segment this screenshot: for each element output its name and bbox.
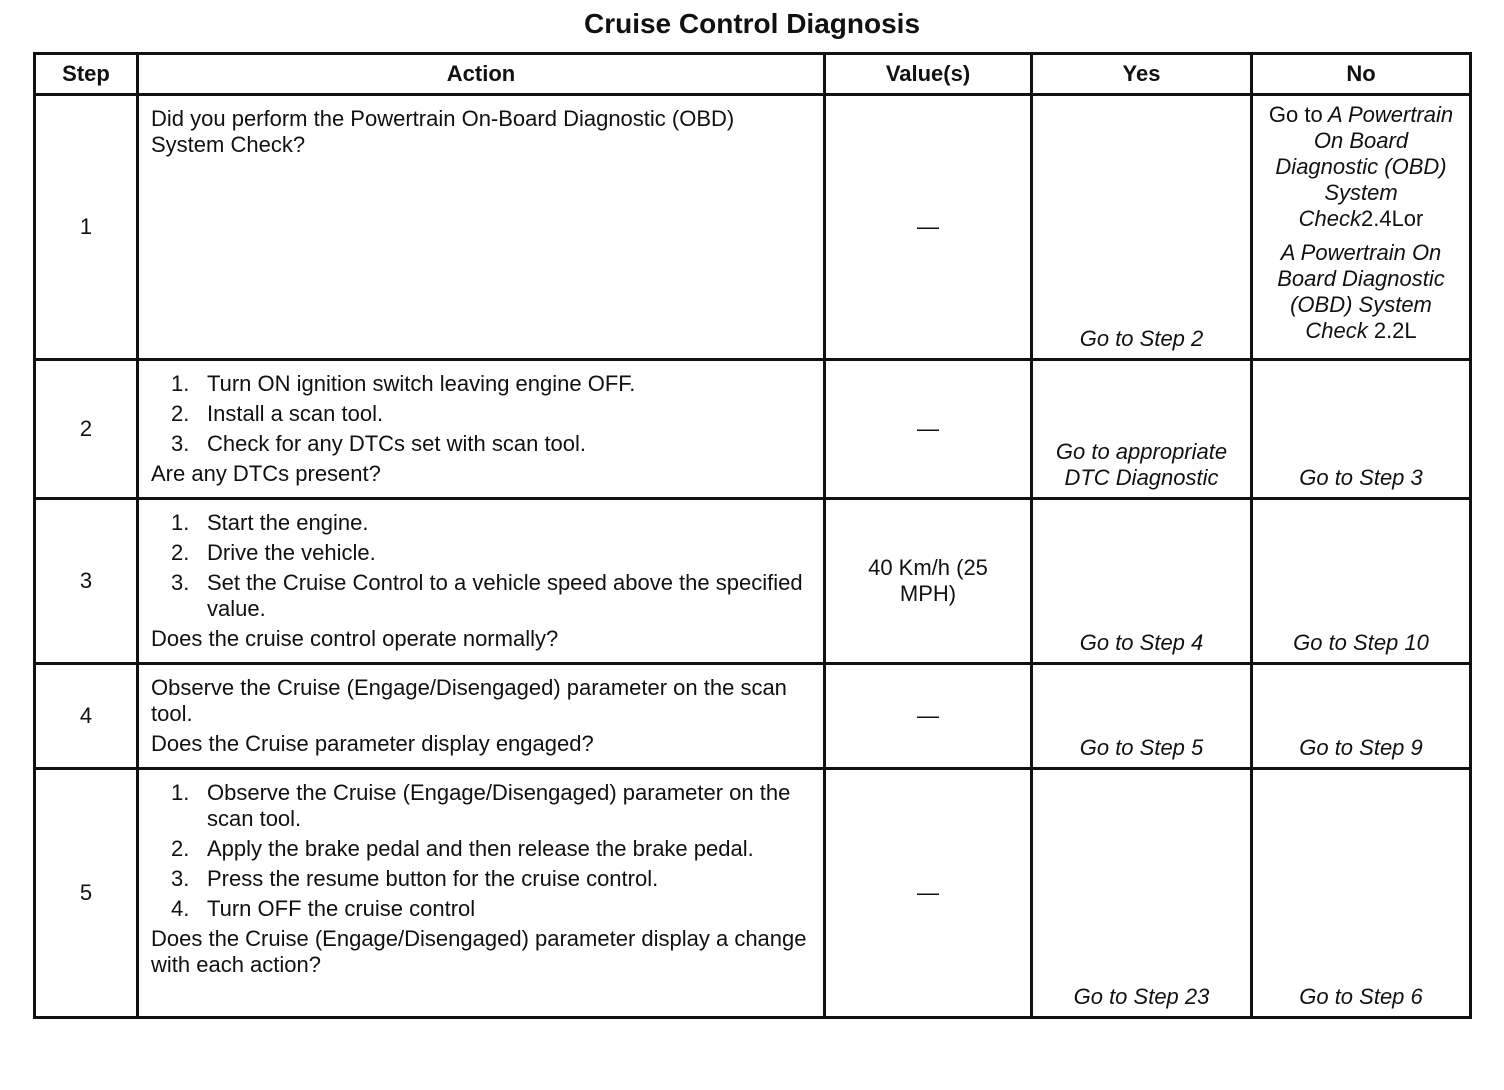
value-cell: —	[823, 662, 1033, 770]
step-cell: 3	[33, 497, 139, 665]
value-cell: —	[823, 93, 1033, 361]
action-text: Did you perform the Powertrain On-Board …	[151, 106, 735, 157]
table-row: 3 1. Start the engine. 2. Drive the vehicle.…	[33, 497, 1472, 665]
step-cell: 2	[33, 358, 139, 500]
action-item: 3. Check for any DTCs set with scan tool.	[171, 431, 811, 457]
action-question: Does the Cruise (Engage/Disengaged) para…	[151, 926, 807, 977]
column-header: No	[1250, 52, 1472, 96]
action-item: 1. Turn ON ignition switch leaving engine…	[171, 371, 811, 397]
action-item: 2. Install a scan tool.	[171, 401, 811, 427]
no-link-block: A Powertrain On Board Diagnostic (OBD) S…	[1265, 240, 1457, 344]
item-number: 2.	[171, 540, 190, 565]
item-text: Set the Cruise Control to a vehicle spee…	[207, 570, 803, 621]
table-row: 2 1. Turn ON ignition switch leaving engin…	[33, 358, 1472, 500]
item-text: Drive the vehicle.	[207, 540, 376, 565]
item-number: 3.	[171, 431, 190, 456]
yes-cell: Go to Step 2	[1030, 93, 1253, 361]
column-header: Step	[33, 52, 139, 96]
item-number: 1.	[171, 780, 190, 805]
item-text: Press the resume button for the cruise c…	[207, 866, 659, 891]
item-number: 1.	[171, 371, 190, 396]
action-item: 4. Turn OFF the cruise control	[171, 896, 811, 922]
action-question: Does the Cruise parameter display engage…	[151, 731, 594, 756]
value-cell: —	[823, 358, 1033, 500]
item-text: Turn OFF the cruise control	[207, 896, 476, 921]
action-cell: 1. Turn ON ignition switch leaving engine…	[136, 358, 826, 500]
table-body: 1 Did you perform the Powertrain On-Board…	[33, 93, 1472, 1019]
item-text: Install a scan tool.	[207, 401, 384, 426]
item-text: Turn ON ignition switch leaving engine O…	[207, 371, 636, 396]
action-question: Are any DTCs present?	[151, 461, 381, 486]
item-text: Start the engine.	[207, 510, 369, 535]
column-header: Value(s)	[823, 52, 1033, 96]
item-number: 2.	[171, 836, 190, 861]
no-link-title: A Powertrain On Board Diagnostic (OBD) S…	[1277, 240, 1445, 343]
step-cell: 1	[33, 93, 139, 361]
yes-cell: Go to Step 5	[1030, 662, 1253, 770]
table-row: 4 Observe the Cruise (Engage/Disengaged) …	[33, 662, 1472, 770]
action-item: 2. Drive the vehicle.	[171, 540, 811, 566]
column-header: Yes	[1030, 52, 1253, 96]
item-number: 4.	[171, 896, 190, 921]
yes-cell: Go to appropriate DTC Diagnostic	[1030, 358, 1253, 500]
no-link-suffix: 2.4Lor	[1360, 206, 1424, 231]
action-item: 2. Apply the brake pedal and then release…	[171, 836, 811, 862]
no-link-block: Go to A Powertrain On Board Diagnostic (…	[1265, 102, 1457, 232]
item-text: Apply the brake pedal and then release t…	[207, 836, 754, 861]
table-row: 5 1. Observe the Cruise (Engage/Disengaged…	[33, 767, 1472, 1019]
item-text: Observe the Cruise (Engage/Disengaged) p…	[207, 780, 791, 831]
diagnosis-table: Step Action Value(s) Yes No 1 Did you perform…	[33, 52, 1472, 1019]
no-cell: Go to Step 10	[1250, 497, 1472, 665]
action-cell: 1. Start the engine. 2. Drive the vehicle. 3…	[136, 497, 826, 665]
no-cell: Go to A Powertrain On Board Diagnostic (…	[1250, 93, 1472, 361]
action-cell: 1. Observe the Cruise (Engage/Disengaged)…	[136, 767, 826, 1019]
yes-cell: Go to Step 23	[1030, 767, 1253, 1019]
no-link-title: A Powertrain On Board Diagnostic (OBD) S…	[1275, 102, 1454, 231]
title: Cruise Control Diagnosis	[583, 8, 921, 39]
table-row: 1 Did you perform the Powertrain On-Board…	[33, 93, 1472, 361]
action-item: 1. Observe the Cruise (Engage/Disengaged)…	[171, 780, 811, 832]
action-cell: Observe the Cruise (Engage/Disengaged) p…	[136, 662, 826, 770]
no-link-suffix: 2.2L	[1373, 318, 1417, 343]
value-cell: —	[823, 767, 1033, 1019]
item-number: 1.	[171, 510, 190, 535]
item-text: Check for any DTCs set with scan tool.	[207, 431, 587, 456]
step-cell: 5	[33, 767, 139, 1019]
no-cell: Go to Step 6	[1250, 767, 1472, 1019]
no-prefix: Go to	[1268, 102, 1323, 127]
step-cell: 4	[33, 662, 139, 770]
header-row: Step Action Value(s) Yes No	[33, 52, 1472, 96]
action-item: 3. Set the Cruise Control to a vehicle sp…	[171, 570, 811, 622]
yes-cell: Go to Step 4	[1030, 497, 1253, 665]
action-question: Does the cruise control operate normally…	[151, 626, 559, 651]
item-number: 3.	[171, 570, 190, 595]
no-cell: Go to Step 3	[1250, 358, 1472, 500]
value-cell: 40 Km/h (25 MPH)	[823, 497, 1033, 665]
item-number: 3.	[171, 866, 190, 891]
action-item: 1. Start the engine.	[171, 510, 811, 536]
action-item: 3. Press the resume button for the cruise…	[171, 866, 811, 892]
action-text: Observe the Cruise (Engage/Disengaged) p…	[151, 675, 787, 726]
action-cell: Did you perform the Powertrain On-Board …	[136, 93, 826, 361]
item-number: 2.	[171, 401, 190, 426]
no-cell: Go to Step 9	[1250, 662, 1472, 770]
column-header: Action	[136, 52, 826, 96]
